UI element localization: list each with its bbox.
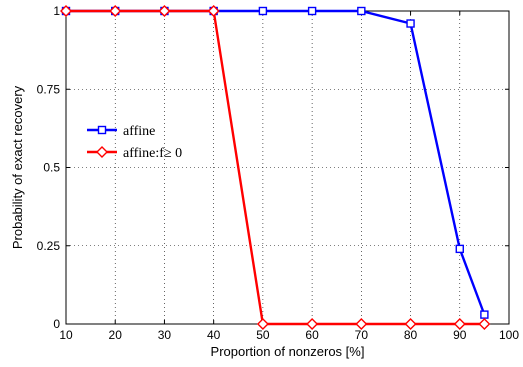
data-point [60,5,72,17]
series-line [66,9,485,326]
x-tick-label: 10 [59,328,73,342]
legend-entry: affine [87,124,155,139]
data-point [306,318,319,330]
legend-entry: affine:f≥ 0 [87,146,182,161]
x-tick-label: 40 [207,328,221,342]
series-2 [60,5,491,330]
legend: affine affine:f≥ 0 [87,124,182,161]
data-point [406,19,415,28]
data-point [109,5,122,17]
data-point [455,244,464,254]
x-tick-label: 60 [305,328,319,342]
series-layer [60,5,491,330]
series-line [66,9,486,316]
y-tick-label: 0.75 [37,82,61,96]
ticks: 10 20 30 40 50 60 70 80 90 100 0 0.25 0.5 0.75 1 [37,4,520,342]
legend-label: affine:f≥ 0 [123,146,182,161]
y-tick-label: 1 [53,4,60,18]
data-point [307,6,317,16]
data-point [256,318,269,330]
x-tick-label: 20 [109,328,123,342]
data-point [404,318,417,330]
data-point [207,5,220,17]
x-tick-label: 30 [158,328,172,342]
y-tick-label: 0 [53,317,60,331]
data-point [258,6,268,16]
y-tick-label: 0.5 [43,161,60,175]
grid [66,11,509,324]
x-tick-label: 90 [453,328,467,342]
series-1 [61,6,489,319]
data-point [355,318,368,330]
y-axis-label: Probability of exact recovery [10,85,25,249]
x-tick-label: 70 [355,328,369,342]
x-tick-label: 100 [499,328,519,342]
data-point [158,5,171,17]
data-point [478,318,491,330]
legend-marker [97,125,107,135]
data-point [357,6,366,16]
y-tick-label: 0.25 [37,239,61,253]
legend-label: affine [123,124,155,139]
x-tick-label: 50 [256,328,270,342]
legend-marker [96,146,108,158]
x-axis-label: Proportion of nonzeros [%] [211,344,365,359]
x-tick-label: 80 [404,328,418,342]
data-point [453,318,466,330]
data-point [480,310,489,319]
